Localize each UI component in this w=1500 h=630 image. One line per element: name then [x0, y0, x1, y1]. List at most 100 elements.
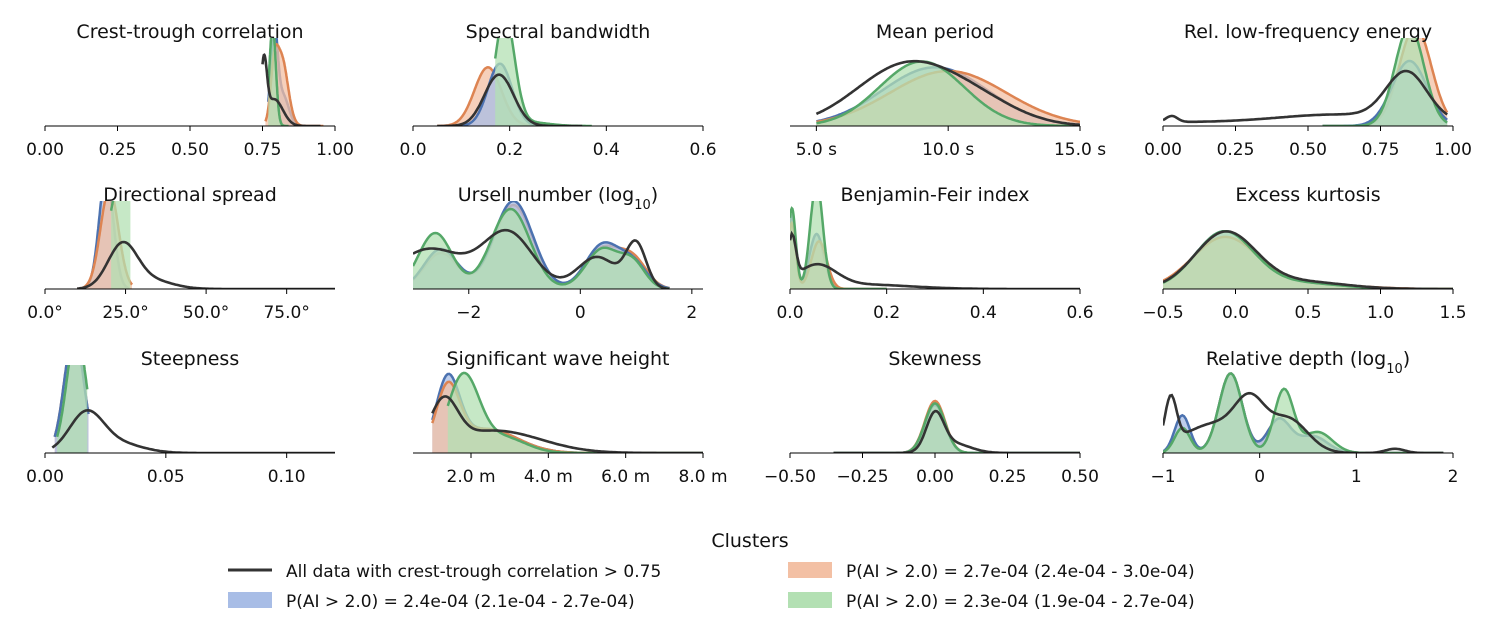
x-tick-label: 0.0° [27, 303, 63, 323]
density-line-all [413, 228, 670, 289]
density-line-green [1322, 38, 1448, 126]
legend-swatch-orange [788, 562, 832, 578]
x-tick-label: −0.5 [1142, 303, 1183, 323]
density-panel: 0.00 0.25 0.50 0.75 1.00 Rel. low-frequency e… [1144, 21, 1472, 160]
panel-title: Benjamin-Feir index [840, 184, 1029, 206]
x-tick-label: 0.00 [1144, 140, 1182, 160]
panel-title: Rel. low-frequency energy [1184, 21, 1432, 43]
density-panel: 0.0 0.2 0.4 0.6 Spectral bandwidth [399, 21, 716, 160]
x-tick-label: 2.0 m [447, 467, 496, 487]
density-panel: −2 0 2 Ursell number (log10) [413, 184, 703, 323]
panel-title: Directional spread [103, 184, 277, 206]
legend-swatch-green [788, 592, 832, 608]
density-line-green [55, 365, 89, 438]
x-tick-label: 0.50 [1061, 467, 1099, 487]
x-tick-label: 0.2 [873, 303, 900, 323]
density-panel: 0.00 0.05 0.10 Steepness [26, 348, 335, 487]
x-tick-label: 4.0 m [524, 467, 573, 487]
density-line-all [51, 408, 335, 453]
panel-title: Mean period [876, 21, 994, 43]
x-tick-label: 6.0 m [601, 467, 650, 487]
x-tick-label: 2 [1448, 467, 1459, 487]
density-panel: −0.5 0.0 0.5 1.0 1.5 Excess kurtosis [1142, 184, 1466, 323]
x-tick-label: 0.10 [268, 467, 306, 487]
density-line-all [790, 230, 1080, 289]
x-tick-label: 15.0 s [1054, 140, 1106, 160]
density-panel: 0.0° 25.0° 50.0° 75.0° Directional spread [27, 184, 335, 323]
density-area-green [1322, 38, 1448, 126]
x-tick-label: 0 [575, 303, 586, 323]
density-line-all [431, 395, 703, 453]
density-panel: −0.50 −0.25 0.00 0.25 0.50 Skewness [764, 348, 1099, 487]
x-tick-label: 8.0 m [679, 467, 728, 487]
x-tick-label: 0.50 [1289, 140, 1327, 160]
x-tick-label: −2 [456, 303, 481, 323]
x-tick-label: 0.25 [1217, 140, 1255, 160]
x-tick-label: 0.4 [593, 140, 620, 160]
x-tick-label: 0.2 [496, 140, 523, 160]
x-tick-label: −1 [1150, 467, 1175, 487]
density-area-green [1163, 231, 1453, 289]
legend-swatch-blue [228, 592, 272, 608]
legend: Clusters All data with crest-trough corre… [228, 530, 1195, 612]
x-tick-label: 1.5 [1439, 303, 1466, 323]
density-area-green [268, 38, 289, 126]
density-area-green [833, 403, 1080, 453]
x-tick-label: 1.00 [316, 140, 354, 160]
x-tick-label: 25.0° [102, 303, 148, 323]
x-tick-label: 1 [1351, 467, 1362, 487]
x-tick-label: 0.0 [399, 140, 426, 160]
panel-title: Skewness [888, 348, 981, 370]
x-tick-label: 50.0° [183, 303, 229, 323]
density-panel: 5.0 s 10.0 s 15.0 s Mean period [790, 21, 1106, 160]
density-area-green [1163, 373, 1444, 453]
x-tick-label: 0.00 [26, 140, 64, 160]
density-line-all [1163, 69, 1448, 124]
panel-title: Steepness [141, 348, 239, 370]
x-tick-label: 0.6 [1066, 303, 1093, 323]
density-area-green [816, 61, 1080, 126]
x-tick-label: 0.75 [244, 140, 282, 160]
x-tick-label: 0.25 [99, 140, 137, 160]
x-tick-label: 0.50 [171, 140, 209, 160]
density-panel: 2.0 m 4.0 m 6.0 m 8.0 m Significant wave hei… [413, 348, 728, 487]
density-area-orange [833, 401, 1080, 453]
legend-label: P(AI > 2.0) = 2.4e-04 (2.1e-04 - 2.7e-04… [286, 592, 635, 612]
legend-label: All data with crest-trough correlation >… [286, 562, 661, 582]
panel-title: Crest-trough correlation [76, 21, 303, 43]
x-tick-label: 0.5 [1294, 303, 1321, 323]
x-tick-label: 1.00 [1434, 140, 1472, 160]
x-tick-label: 5.0 s [796, 140, 837, 160]
x-tick-label: 0 [1254, 467, 1265, 487]
x-tick-label: 0.75 [1362, 140, 1400, 160]
density-line-all [815, 59, 1080, 126]
density-line-green [833, 402, 1080, 453]
density-line-green [267, 38, 289, 126]
density-area-green [57, 365, 88, 453]
x-tick-label: 0.0 [1222, 303, 1249, 323]
density-line-all [261, 53, 321, 126]
density-line-all [833, 409, 1080, 453]
density-line-green [1163, 372, 1444, 453]
x-tick-label: 0.05 [147, 467, 185, 487]
x-tick-label: −0.25 [836, 467, 888, 487]
density-line-green [816, 60, 1080, 126]
legend-label: P(AI > 2.0) = 2.3e-04 (1.9e-04 - 2.7e-04… [846, 592, 1195, 612]
x-tick-label: 0.00 [26, 467, 64, 487]
density-panel: 0.0 0.2 0.4 0.6 Benjamin-Feir index [776, 184, 1093, 323]
density-line-all [437, 73, 583, 126]
x-tick-label: 2 [686, 303, 697, 323]
x-tick-label: 0.0 [776, 303, 803, 323]
x-tick-label: 0.4 [970, 303, 997, 323]
density-line-orange [833, 399, 1080, 453]
density-panel: −1 0 1 2 Relative depth (log10) [1150, 348, 1458, 487]
panel-title: Relative depth (log10) [1206, 348, 1410, 377]
x-tick-label: 0.6 [689, 140, 716, 160]
x-tick-label: 10.0 s [922, 140, 974, 160]
legend-title: Clusters [711, 530, 788, 552]
x-tick-label: 1.0 [1367, 303, 1394, 323]
panel-title: Excess kurtosis [1235, 184, 1380, 206]
density-area-green [413, 209, 670, 289]
x-tick-label: 0.25 [989, 467, 1027, 487]
